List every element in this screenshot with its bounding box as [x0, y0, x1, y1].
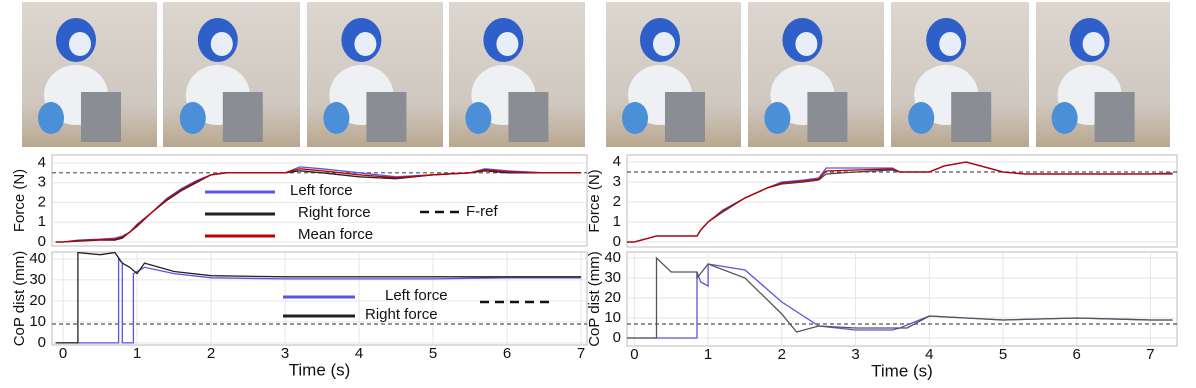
robot-face — [69, 32, 91, 56]
y-tick-label: 3 — [38, 174, 46, 191]
robot-arm — [38, 102, 64, 134]
robot-arm — [622, 102, 648, 134]
x-axis-label: Time (s) — [871, 361, 933, 380]
x-tick-label: 3 — [851, 346, 859, 363]
robot-face — [795, 32, 818, 56]
box — [951, 92, 992, 142]
y-tick-label: 0 — [613, 329, 621, 346]
robot-face — [939, 32, 962, 56]
x-axis-label: Time (s) — [289, 360, 351, 379]
robot-face — [210, 32, 233, 56]
box — [81, 92, 121, 142]
y-axis-label: Force (N) — [11, 169, 28, 232]
x-tick-label: 2 — [207, 345, 215, 362]
legend-label: F-ref — [466, 203, 498, 220]
data-line — [627, 256, 1173, 339]
y-tick-label: 30 — [604, 269, 621, 286]
box — [807, 92, 848, 142]
robot-arm — [323, 102, 350, 134]
y-tick-label: 3 — [613, 173, 621, 190]
robot-arm — [908, 102, 935, 134]
legend-label: Left force — [385, 287, 448, 304]
y-axis-label: Force (N) — [586, 169, 603, 232]
y-tick-label: 20 — [604, 289, 621, 306]
y-tick-label: 1 — [613, 213, 621, 230]
robot-arm — [179, 102, 206, 134]
x-tick-label: 3 — [281, 345, 289, 362]
y-tick-label: 2 — [38, 193, 46, 210]
y-tick-label: 4 — [613, 153, 621, 170]
x-tick-label: 0 — [630, 346, 638, 363]
x-tick-label: 0 — [59, 345, 67, 362]
robot-face — [653, 32, 675, 56]
box — [665, 92, 705, 142]
legend-label: Left force — [290, 182, 353, 199]
legend-label: Mean force — [298, 226, 373, 243]
legend-label: Right force — [365, 306, 438, 323]
robot-face — [354, 32, 377, 56]
y-tick-label: 0 — [38, 233, 46, 250]
x-tick-label: 6 — [1073, 346, 1081, 363]
y-tick-label: 1 — [38, 213, 46, 230]
y-axis-label: CoP dist (mm) — [11, 251, 28, 347]
legend-label: Right force — [298, 204, 371, 221]
x-tick-label: 7 — [577, 345, 585, 362]
y-tick-label: 0 — [613, 233, 621, 250]
y-tick-label: 10 — [604, 309, 621, 326]
box — [366, 92, 407, 142]
data-line — [55, 168, 582, 243]
x-tick-label: 2 — [778, 346, 786, 363]
box — [1094, 92, 1135, 142]
x-tick-label: 1 — [133, 345, 141, 362]
y-tick-label: 20 — [29, 292, 46, 309]
y-axis-label: CoP dist (mm) — [586, 251, 603, 347]
box — [508, 92, 549, 142]
y-tick-label: 30 — [29, 271, 46, 288]
box — [222, 92, 263, 142]
plot-area — [626, 154, 1178, 248]
y-tick-label: 40 — [604, 249, 621, 266]
plot-area — [626, 251, 1178, 347]
x-tick-label: 4 — [355, 345, 363, 362]
y-tick-label: 2 — [613, 193, 621, 210]
x-tick-label: 1 — [704, 346, 712, 363]
robot-face — [496, 32, 519, 56]
x-tick-label: 7 — [1146, 346, 1154, 363]
robot-arm — [465, 102, 492, 134]
y-tick-label: 4 — [38, 154, 46, 171]
x-tick-label: 5 — [999, 346, 1007, 363]
robot-face — [1082, 32, 1105, 56]
y-tick-label: 10 — [29, 313, 46, 330]
x-tick-label: 4 — [925, 346, 933, 363]
x-tick-label: 5 — [429, 345, 437, 362]
robot-arm — [764, 102, 791, 134]
x-tick-label: 6 — [503, 345, 511, 362]
y-tick-label: 0 — [38, 334, 46, 351]
data-line — [55, 251, 582, 344]
robot-arm — [1051, 102, 1078, 134]
photo-strip — [22, 2, 1170, 147]
data-line — [627, 161, 1173, 243]
y-tick-label: 40 — [29, 250, 46, 267]
